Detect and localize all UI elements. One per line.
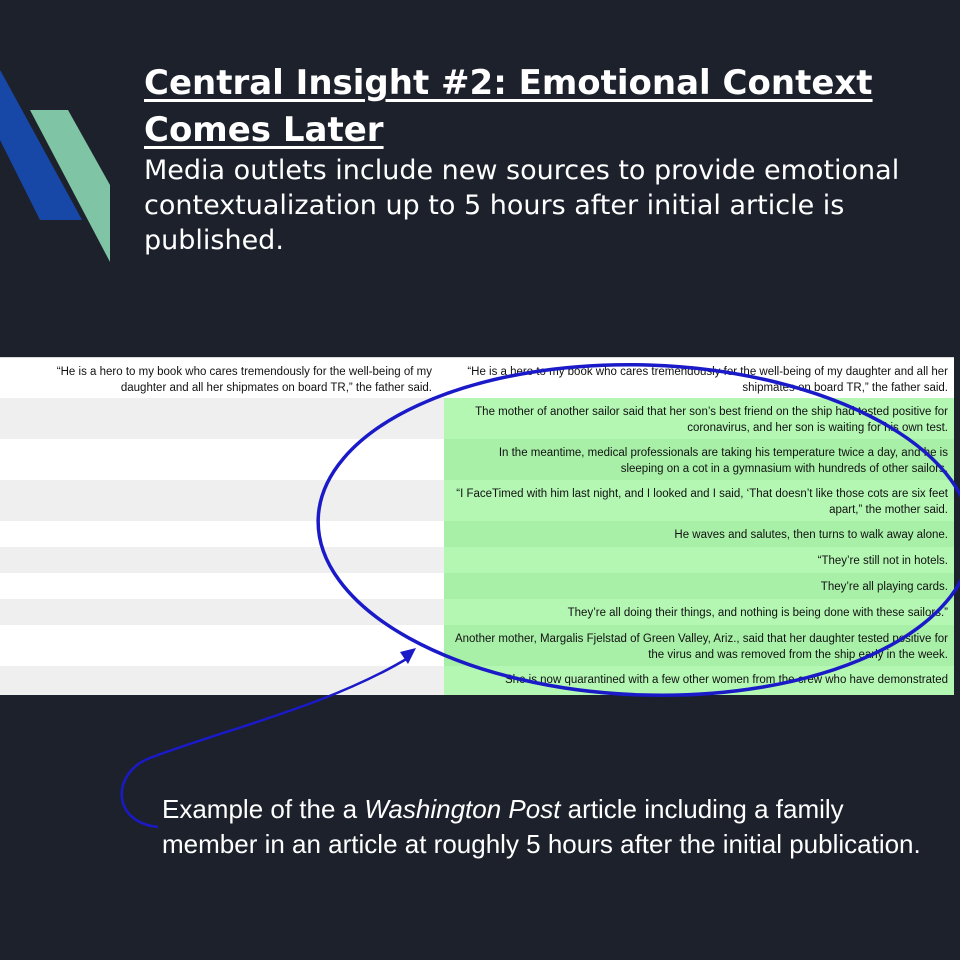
table-cell-right: Another mother, Margalis Fjelstad of Gre… bbox=[444, 625, 954, 666]
slide-title: Central Insight #2: Emotional Context Co… bbox=[144, 63, 873, 150]
annotation-arrow bbox=[120, 656, 409, 829]
table-cell-right: They’re all doing their things, and noth… bbox=[444, 599, 954, 625]
table-cell-right: “I FaceTimed with him last night, and I … bbox=[444, 480, 954, 521]
table-cell-left: “He is a hero to my book who cares treme… bbox=[56, 366, 432, 394]
table-row: He waves and salutes, then turns to walk… bbox=[0, 521, 954, 547]
annotation-arrowhead bbox=[400, 648, 416, 664]
table-cell-right: They’re all playing cards. bbox=[444, 573, 954, 599]
logo-green-stripe bbox=[30, 110, 110, 262]
table-cell-right: “He is a hero to my book who cares treme… bbox=[467, 366, 948, 394]
highlight-ellipse bbox=[316, 362, 960, 698]
caption-publication-name: Washington Post bbox=[364, 794, 561, 824]
table-row: In the meantime, medical professionals a… bbox=[0, 439, 954, 480]
caption-text-before: Example of the a bbox=[162, 794, 365, 824]
brand-logo bbox=[0, 70, 110, 262]
table-row: “I FaceTimed with him last night, and I … bbox=[0, 480, 954, 521]
table-cell-right: The mother of another sailor said that h… bbox=[444, 398, 954, 439]
table-cell-right: “They’re still not in hotels. bbox=[444, 547, 954, 573]
caption-text-after: article including a family member in an … bbox=[162, 794, 921, 859]
table-row: The mother of another sailor said that h… bbox=[0, 398, 954, 439]
logo-blue-stripe-fill bbox=[0, 70, 82, 220]
table-cell-right: He waves and salutes, then turns to walk… bbox=[444, 521, 954, 547]
table-row: “They’re still not in hotels. bbox=[0, 547, 954, 573]
article-comparison-table: “He is a hero to my book who cares treme… bbox=[0, 357, 954, 695]
table-cell-right: In the meantime, medical professionals a… bbox=[444, 439, 954, 480]
table-row: They’re all playing cards. bbox=[0, 573, 954, 599]
table-row: “He is a hero to my book who cares treme… bbox=[0, 358, 954, 398]
table-row: Another mother, Margalis Fjelstad of Gre… bbox=[0, 625, 954, 666]
table-row: They’re all doing their things, and noth… bbox=[0, 599, 954, 625]
slide-subtitle: Media outlets include new sources to pro… bbox=[144, 155, 900, 256]
slide-caption: Example of the a Washington Post article… bbox=[162, 792, 922, 862]
